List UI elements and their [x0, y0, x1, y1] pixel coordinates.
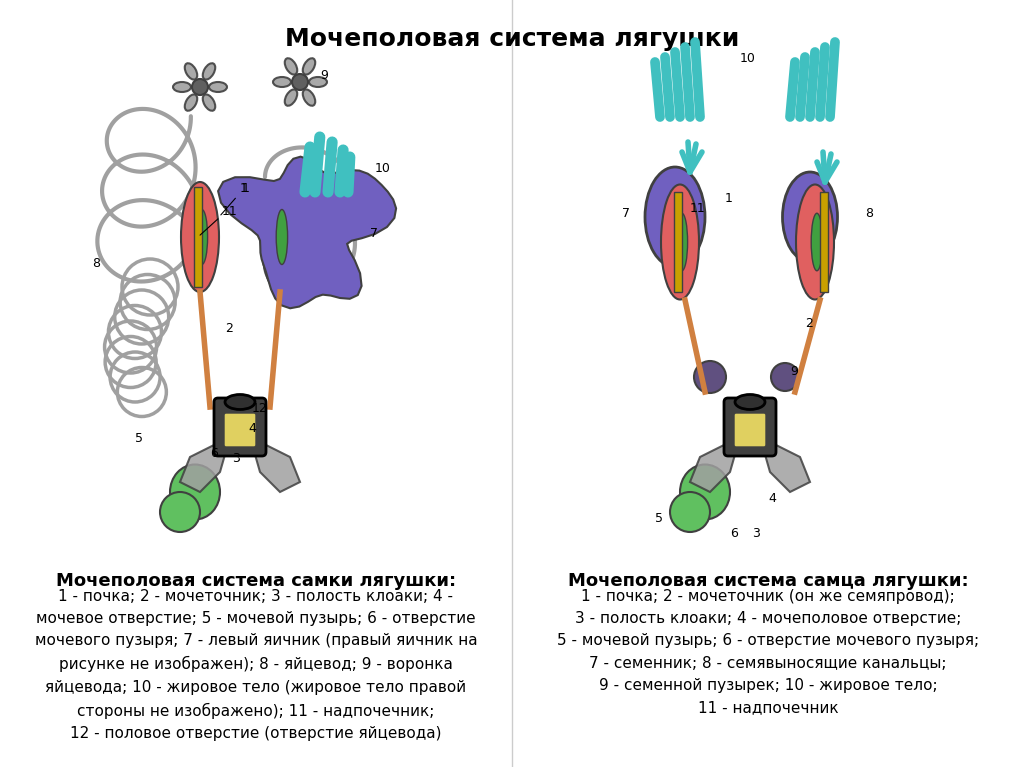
- Text: 12: 12: [252, 402, 267, 415]
- Ellipse shape: [170, 465, 220, 519]
- Ellipse shape: [181, 182, 219, 292]
- Ellipse shape: [735, 394, 765, 410]
- Text: 8: 8: [92, 257, 100, 270]
- FancyBboxPatch shape: [734, 413, 766, 447]
- Text: 4: 4: [768, 492, 776, 505]
- Text: 8: 8: [865, 207, 873, 220]
- FancyBboxPatch shape: [724, 398, 776, 456]
- Ellipse shape: [645, 167, 705, 267]
- Polygon shape: [750, 432, 810, 492]
- Text: 6: 6: [210, 447, 218, 460]
- Polygon shape: [180, 432, 240, 492]
- Text: 9: 9: [790, 365, 798, 378]
- Bar: [820, 192, 828, 292]
- FancyBboxPatch shape: [224, 413, 256, 447]
- Text: 1 - почка; 2 - мочеточник; 3 - полость клоаки; 4 -
мочевое отверстие; 5 - мочево: 1 - почка; 2 - мочеточник; 3 - полость к…: [35, 589, 477, 741]
- Text: 11: 11: [222, 205, 238, 218]
- Ellipse shape: [662, 185, 699, 299]
- Ellipse shape: [285, 58, 297, 74]
- Ellipse shape: [160, 492, 200, 532]
- Text: Мочеполовая система лягушки: Мочеполовая система лягушки: [285, 27, 739, 51]
- Ellipse shape: [676, 213, 687, 271]
- Ellipse shape: [670, 492, 710, 532]
- Text: 1: 1: [242, 182, 250, 195]
- Bar: [674, 192, 682, 292]
- Ellipse shape: [309, 77, 327, 87]
- Text: 7: 7: [622, 207, 630, 220]
- Text: 1: 1: [725, 192, 733, 205]
- Ellipse shape: [276, 209, 288, 265]
- Ellipse shape: [173, 82, 191, 92]
- Circle shape: [694, 361, 726, 393]
- Ellipse shape: [811, 213, 822, 271]
- Text: 4: 4: [248, 422, 256, 435]
- Text: 3: 3: [232, 452, 240, 465]
- Ellipse shape: [203, 94, 215, 110]
- Ellipse shape: [680, 465, 730, 519]
- Circle shape: [771, 363, 799, 391]
- Bar: [194, 187, 202, 287]
- Circle shape: [292, 74, 308, 90]
- Text: 9: 9: [319, 69, 328, 82]
- Text: 3: 3: [752, 527, 760, 540]
- Text: 5: 5: [655, 512, 663, 525]
- Ellipse shape: [209, 82, 227, 92]
- Ellipse shape: [796, 185, 834, 299]
- Text: 11: 11: [690, 202, 706, 215]
- Polygon shape: [218, 156, 396, 308]
- Text: Мочеполовая система самки лягушки:: Мочеполовая система самки лягушки:: [56, 572, 456, 590]
- Ellipse shape: [184, 63, 198, 80]
- Text: 10: 10: [375, 162, 391, 175]
- Text: 1: 1: [221, 182, 248, 215]
- FancyBboxPatch shape: [214, 398, 266, 456]
- Ellipse shape: [303, 90, 315, 106]
- Text: Мочеполовая система самца лягушки:: Мочеполовая система самца лягушки:: [567, 572, 969, 590]
- Text: 7: 7: [370, 227, 378, 240]
- Ellipse shape: [303, 58, 315, 74]
- Text: 5: 5: [135, 432, 143, 445]
- Ellipse shape: [285, 90, 297, 106]
- Ellipse shape: [782, 172, 838, 262]
- Text: 2: 2: [225, 322, 232, 335]
- Text: 1 - почка; 2 - мочеточник (он же семяпровод);
3 - полость клоаки; 4 - мочеполово: 1 - почка; 2 - мочеточник (он же семяпро…: [557, 589, 979, 715]
- Text: 10: 10: [740, 52, 756, 65]
- Ellipse shape: [261, 182, 299, 292]
- Text: 2: 2: [805, 317, 813, 330]
- Ellipse shape: [184, 94, 198, 110]
- Ellipse shape: [273, 77, 291, 87]
- Polygon shape: [690, 432, 750, 492]
- Text: 6: 6: [730, 527, 738, 540]
- Ellipse shape: [225, 394, 255, 410]
- Ellipse shape: [197, 209, 208, 265]
- Polygon shape: [240, 432, 300, 492]
- Circle shape: [193, 79, 208, 95]
- Ellipse shape: [203, 63, 215, 80]
